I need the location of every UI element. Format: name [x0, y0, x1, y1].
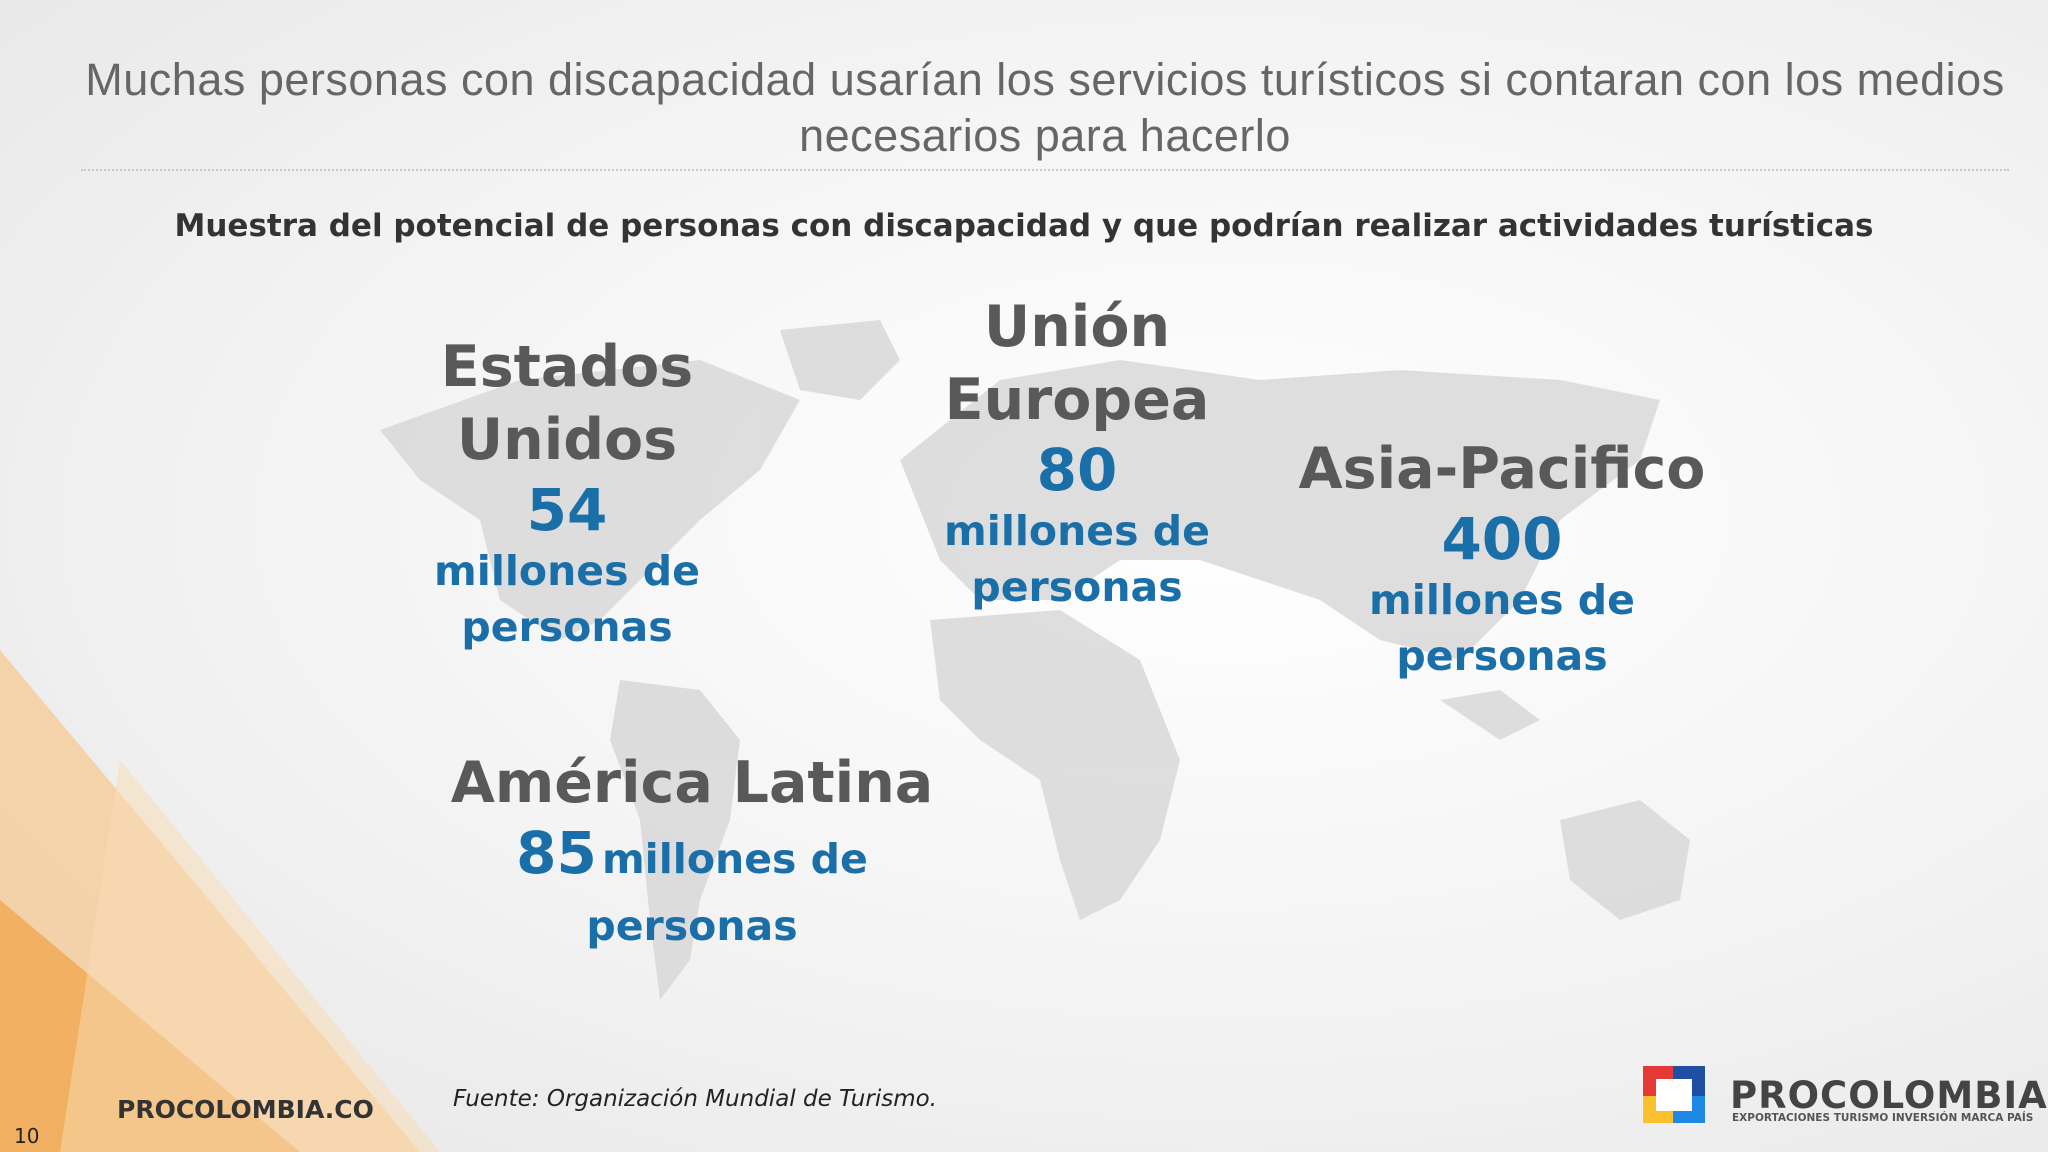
region-figure: 85 millones de personas	[502, 820, 882, 965]
region-unit: millones de personas	[1369, 576, 1635, 680]
region-name: Asia-Pacifico	[1298, 436, 1706, 502]
divider	[81, 169, 2009, 171]
region-block: América Latina 85 millones de personas	[422, 747, 962, 965]
region-value: 80	[1036, 436, 1118, 504]
subtitle: Muestra del potencial de personas con di…	[174, 208, 1874, 244]
region-unit: millones de personas	[434, 547, 700, 651]
logo-name: PROCOLOMBIA	[1730, 1074, 2048, 1117]
region-block: Estados Unidos 54 millones de personas	[417, 331, 717, 655]
world-map	[380, 320, 1690, 1000]
source-note: Fuente: Organización Mundial de Turismo.	[453, 1086, 937, 1112]
region-value: 54	[526, 476, 608, 544]
region-name: Unión Europea	[944, 294, 1210, 433]
slide-title: Muchas personas con discapacidad usarían…	[85, 54, 2005, 161]
region-unit: millones de personas	[944, 507, 1210, 611]
region-value: 400	[1441, 505, 1563, 573]
region-name: Estados Unidos	[440, 334, 694, 473]
region-block: Unión Europea 80 millones de personas	[927, 291, 1227, 615]
decor-triangles	[0, 650, 440, 1152]
logo-tagline: EXPORTACIONES TURISMO INVERSIÓN MARCA PA…	[1732, 1112, 2034, 1124]
page-number: 10	[14, 1124, 40, 1148]
region-value: 85	[516, 819, 597, 887]
region-unit: millones de personas	[586, 835, 868, 950]
logo-mark	[1643, 1066, 1705, 1123]
region-block: Asia-Pacifico 400 millones de personas	[1252, 433, 1752, 684]
footer-website: PROCOLOMBIA.CO	[117, 1095, 374, 1124]
region-name: América Latina	[450, 750, 934, 816]
